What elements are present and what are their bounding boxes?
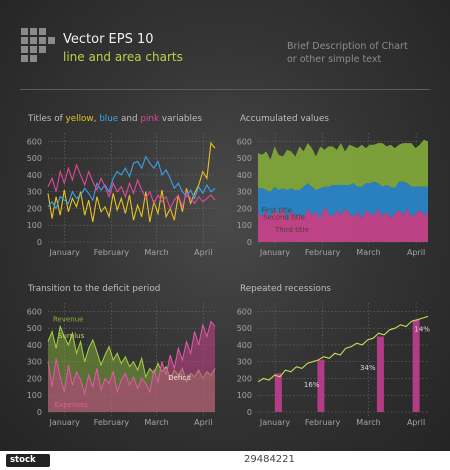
- chart-4-title: Repeated recessions: [240, 284, 331, 294]
- chart-4-ytick-2: 200: [237, 374, 252, 383]
- chart-1-ytick-0: 0: [37, 238, 42, 247]
- chart-2-xlabel-0: January: [259, 248, 291, 257]
- chart-3-area-expenses: [48, 321, 215, 412]
- chart-4-bar-3: [412, 319, 420, 412]
- chart-2-xlabel-3: April: [407, 248, 425, 257]
- chart-1-series-blue: [47, 155, 216, 210]
- header-divider: [20, 89, 430, 90]
- chart-4-ytick-5: 500: [237, 324, 252, 333]
- chart-4-xlabel-3: April: [407, 418, 425, 427]
- chart-2-ytick-5: 500: [237, 154, 252, 163]
- chart-1-series-pink: [47, 163, 216, 210]
- description-line-1: Brief Description of Chart: [287, 41, 408, 52]
- chart-3-ytick-5: 500: [27, 324, 42, 333]
- chart-3-line-expenses: [47, 320, 216, 396]
- page-title: Vector EPS 10: [63, 32, 154, 47]
- chart-3-ytick-4: 400: [27, 341, 42, 350]
- chart-3-xlabel-3: April: [194, 418, 212, 427]
- chart-2-annotation-0: First title: [261, 207, 292, 215]
- chart-4-ytick-3: 300: [237, 358, 252, 367]
- chart-2-area-pink_area: [258, 206, 428, 242]
- chart-1-xlabel-0: January: [49, 248, 81, 257]
- chart-1-title-suffix: variables: [159, 114, 202, 124]
- chart-2-xlabel-2: March: [356, 248, 380, 257]
- chart-3-ytick-3: 300: [27, 358, 42, 367]
- chart-2-ytick-6: 600: [237, 137, 252, 146]
- chart-2-area-green: [258, 139, 428, 192]
- chart-3-ytick-1: 100: [27, 391, 42, 400]
- chart-4-ytick-0: 0: [247, 408, 252, 417]
- description: Brief Description of Chart or other simp…: [287, 40, 408, 66]
- chart-2-annotation-2: Third title: [274, 226, 309, 234]
- chart-2-annotation-1: Second title: [263, 213, 305, 221]
- chart-1-title-sep2: and: [118, 114, 141, 124]
- chart-1-ytick-4: 400: [27, 171, 42, 180]
- chart-3-xlabel-2: March: [144, 418, 168, 427]
- chart-4-annotation-1: 34%: [360, 364, 376, 372]
- chart-4-ytick-6: 600: [237, 307, 252, 316]
- chart-1-title-yellow: yellow: [65, 114, 94, 124]
- chart-1-title-pink: pink: [140, 114, 160, 124]
- chart-1-ytick-6: 600: [27, 137, 42, 146]
- chart-1-xlabel-2: March: [144, 248, 168, 257]
- chart-3-annotation-3: Expenses: [55, 401, 89, 409]
- chart-2-ytick-1: 100: [237, 221, 252, 230]
- chart-3-ytick-2: 200: [27, 374, 42, 383]
- chart-1-xlabel-1: February: [94, 248, 130, 257]
- chart-2-title: Accumulated values: [240, 114, 329, 124]
- chart-1-title-blue: blue: [99, 114, 119, 124]
- chart-4-xlabel-2: March: [356, 418, 380, 427]
- chart-2-xlabel-1: February: [305, 248, 341, 257]
- chart-1-ytick-3: 300: [27, 188, 42, 197]
- chart-3-title: Transition to the deficit period: [28, 284, 161, 294]
- chart-4-bar-2: [376, 336, 384, 412]
- chart-4-annotation-2: 14%: [414, 326, 430, 334]
- chart-3-xlabel-0: January: [49, 418, 81, 427]
- chart-3-ytick-6: 600: [27, 307, 42, 316]
- description-line-2: or other simple text: [287, 54, 382, 65]
- chart-4-ytick-4: 400: [237, 341, 252, 350]
- chart-4-trend-line: [257, 315, 429, 383]
- chart-2-area-blue_area: [258, 181, 428, 221]
- chart-4-ytick-1: 100: [237, 391, 252, 400]
- chart-1-xlabel-3: April: [194, 248, 212, 257]
- page-subtitle: line and area charts: [63, 50, 183, 64]
- chart-3-annotation-1: Surplus: [58, 332, 85, 340]
- chart-4-bar-1: [317, 360, 325, 412]
- chart-1-series-yellow: [47, 141, 216, 223]
- logo-icon: [21, 28, 57, 64]
- chart-3-annotation-2: Deficit: [168, 374, 191, 382]
- chart-2-ytick-0: 0: [247, 238, 252, 247]
- chart-4-annotation-0: 16%: [304, 381, 320, 389]
- chart-1-ytick-2: 200: [27, 204, 42, 213]
- chart-1-title-sep1: ,: [93, 114, 100, 124]
- footer-bar: stock 29484221: [0, 451, 450, 470]
- chart-2-ytick-2: 200: [237, 204, 252, 213]
- chart-3-annotation-0: Revenue: [53, 315, 83, 323]
- chart-1-ytick-1: 100: [27, 221, 42, 230]
- chart-3-ytick-0: 0: [37, 408, 42, 417]
- chart-1-title: Titles of yellow, blue and pink variable…: [28, 114, 202, 124]
- chart-1-ytick-5: 500: [27, 154, 42, 163]
- chart-3-xlabel-1: February: [94, 418, 130, 427]
- chart-4-xlabel-1: February: [305, 418, 341, 427]
- watermark-logo: stock: [6, 454, 50, 467]
- chart-4-xlabel-0: January: [259, 418, 291, 427]
- watermark-id: 29484221: [244, 454, 295, 465]
- chart-1-title-prefix: Titles of: [28, 114, 66, 124]
- chart-2-ytick-3: 300: [237, 188, 252, 197]
- chart-2-ytick-4: 400: [237, 171, 252, 180]
- chart-4-bar-0: [274, 373, 282, 412]
